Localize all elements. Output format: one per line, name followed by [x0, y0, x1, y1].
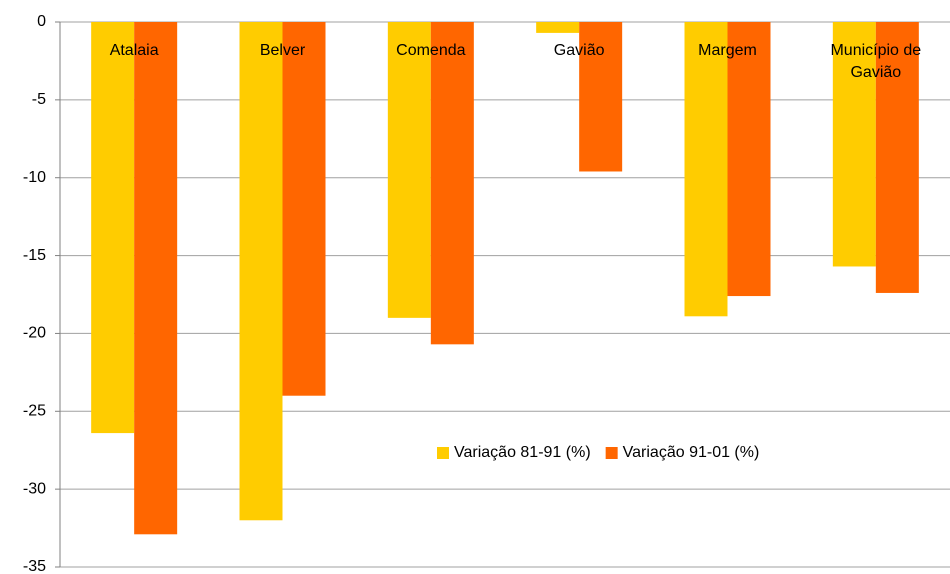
y-tick-label: -30	[23, 480, 46, 497]
bar	[832, 22, 876, 267]
bar	[727, 22, 771, 297]
category-label: Atalaia	[109, 42, 159, 59]
bar	[430, 22, 474, 345]
legend-label: Variação 81-91 (%)	[454, 444, 591, 461]
category-label: Comenda	[396, 42, 466, 59]
legend-swatch	[437, 447, 449, 459]
category-label: Gavião	[553, 42, 605, 59]
y-tick-label: -5	[32, 91, 46, 108]
legend-swatch	[605, 447, 618, 459]
bar	[579, 22, 623, 172]
category-label: Belver	[259, 42, 306, 59]
y-tick-label: -25	[23, 403, 46, 420]
y-tick-label: -15	[23, 247, 46, 264]
bar	[387, 22, 431, 318]
bar	[134, 22, 178, 535]
category-label: Margem	[698, 42, 757, 59]
y-tick-label: 0	[37, 13, 46, 30]
bar	[282, 22, 326, 396]
bar	[91, 22, 135, 434]
bar	[684, 22, 728, 317]
bar	[239, 22, 283, 521]
y-tick-label: -35	[23, 558, 46, 574]
y-tick-label: -10	[23, 169, 46, 186]
category-label: Município de Gavião	[830, 42, 922, 81]
bar	[875, 22, 919, 293]
legend-label: Variação 91-01 (%)	[623, 444, 760, 461]
y-tick-label: -20	[23, 325, 46, 342]
bar	[536, 22, 580, 33]
